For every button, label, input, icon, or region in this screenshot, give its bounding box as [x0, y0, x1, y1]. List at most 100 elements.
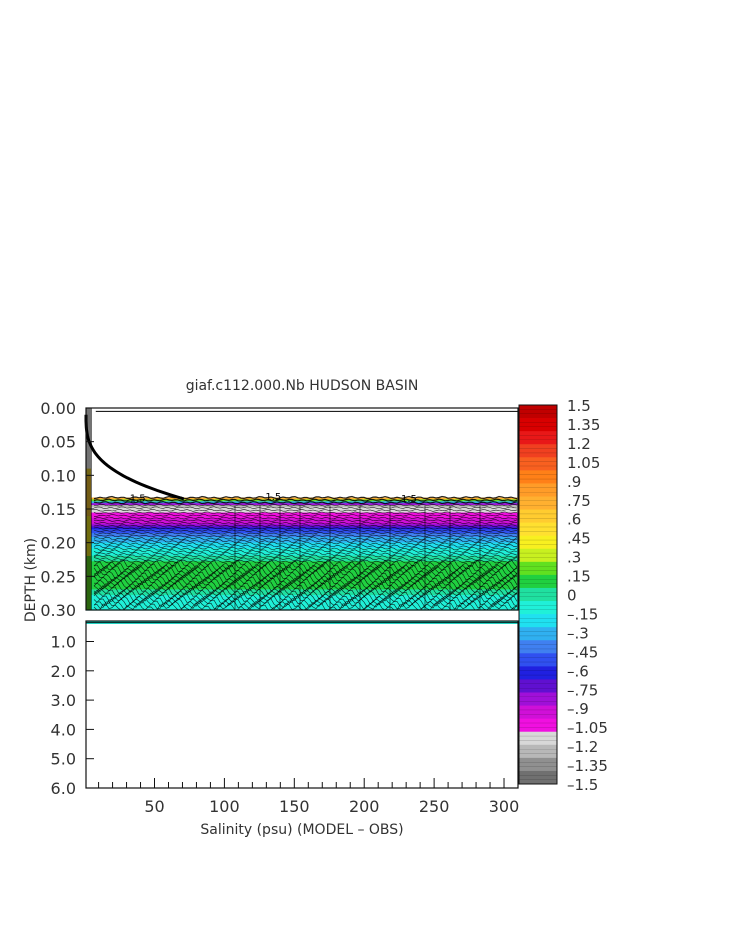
upper-panel-fill	[86, 468, 518, 611]
contour-line	[93, 551, 518, 556]
x-tick-label: 150	[279, 797, 310, 816]
contour-line	[93, 538, 518, 544]
depth-band	[86, 514, 518, 517]
x-axis-label: Salinity (psu) (MODEL – OBS)	[200, 822, 403, 838]
depth-band	[86, 559, 518, 562]
colorbar-label: –.6	[567, 662, 589, 680]
chart-title: giaf.c112.000.Nb HUDSON BASIN	[186, 378, 419, 394]
colorbar-label: 0	[567, 587, 577, 605]
y-tick-label: 0.25	[40, 567, 76, 586]
colorbar-swatch	[519, 431, 557, 445]
colorbar-swatch	[519, 614, 557, 628]
contour-line	[93, 602, 518, 611]
colorbar-swatch	[519, 457, 557, 471]
depth-band	[86, 604, 518, 607]
depth-band	[86, 606, 518, 609]
colorbar-swatch	[519, 470, 557, 484]
y-axis-lower: 1.0 2.0 3.0 4.0 5.0 6.0	[51, 633, 94, 798]
colorbar-swatch	[519, 679, 557, 693]
contour-line	[93, 498, 518, 502]
depth-band	[86, 561, 518, 564]
depth-band	[86, 510, 518, 514]
depth-band	[86, 518, 518, 521]
colorbar-swatch	[519, 601, 557, 615]
contour-line	[93, 506, 518, 510]
x-axis: 50 100 150 200 250 300	[98, 778, 519, 816]
depth-band	[86, 546, 518, 549]
depth-band	[86, 578, 518, 581]
x-tick-label: 100	[209, 797, 240, 816]
colorbar-swatch	[519, 757, 557, 772]
contour-line	[93, 500, 518, 505]
colorbar-label: –.9	[567, 700, 589, 718]
depth-band	[86, 548, 518, 551]
contour-line	[93, 546, 518, 551]
colorbar-label: .75	[567, 492, 591, 510]
y-tick-label: 0.15	[40, 500, 76, 519]
colorbar-swatch	[519, 705, 557, 720]
colorbar-swatch	[519, 535, 557, 550]
depth-band	[86, 512, 518, 516]
depth-band	[86, 557, 518, 560]
contour-line	[93, 556, 518, 561]
colorbar-label: –1.35	[567, 757, 608, 775]
colorbar-swatch	[519, 522, 557, 537]
depth-band	[86, 551, 518, 555]
depth-band	[86, 506, 518, 510]
depth-band	[86, 540, 518, 544]
contour-line	[93, 503, 518, 507]
y-tick-label: 0.00	[40, 399, 76, 418]
depth-band	[86, 525, 518, 529]
colorbar-label: –1.5	[567, 776, 598, 794]
depth-band	[86, 581, 518, 585]
colorbar-label: .45	[567, 530, 591, 548]
contour-line	[93, 534, 518, 538]
x-tick-label: 250	[419, 797, 450, 816]
depth-band	[86, 570, 518, 574]
depth-band	[86, 555, 518, 559]
depth-band	[86, 538, 518, 542]
colorbar-swatch	[519, 692, 557, 706]
colorbar-label: –1.2	[567, 738, 598, 756]
depth-band	[86, 587, 518, 590]
colorbar-label: .9	[567, 473, 581, 491]
colorbar-swatch	[519, 731, 557, 746]
colorbar-label: .6	[567, 511, 581, 529]
colorbar-swatch	[519, 587, 557, 602]
colorbar-label: 1.5	[567, 397, 591, 415]
depth-band	[86, 576, 518, 579]
contour-line	[93, 521, 518, 525]
depth-band	[86, 499, 518, 502]
contour-labels: 1.5 1.5 1.5	[130, 492, 417, 505]
y-tick-label: 1.0	[51, 633, 76, 652]
colorbar-label: 1.35	[567, 416, 600, 434]
colorbar-swatch	[519, 509, 557, 524]
colorbar-swatch	[519, 653, 557, 667]
y-tick-label: 3.0	[51, 691, 76, 710]
y-tick-label: 6.0	[51, 779, 76, 798]
colorbar-swatch	[519, 718, 557, 733]
contour-line	[93, 495, 518, 500]
contour-label: 1.5	[130, 494, 146, 505]
contour-label: 1.5	[401, 494, 417, 505]
contour-line	[93, 574, 518, 585]
surface-contour	[84, 414, 185, 501]
colorbar-swatch	[519, 444, 557, 458]
depth-band	[86, 505, 518, 508]
contour-line	[93, 544, 518, 549]
depth-band	[86, 598, 518, 602]
depth-band	[86, 520, 518, 523]
colorbar-swatch	[519, 640, 557, 654]
x-tick-label: 50	[144, 797, 164, 816]
colorbar-swatch	[519, 666, 557, 680]
contour-line	[93, 549, 518, 554]
y-tick-label: 5.0	[51, 750, 76, 769]
colorbar-label: –.75	[567, 681, 598, 699]
depth-band	[86, 566, 518, 570]
colorbar-label: –.45	[567, 643, 598, 661]
contour-line	[94, 514, 518, 517]
depth-band	[86, 565, 518, 568]
contour-lines	[84, 408, 518, 611]
colorbar-swatch	[519, 574, 557, 589]
colorbar-swatch	[519, 627, 557, 641]
